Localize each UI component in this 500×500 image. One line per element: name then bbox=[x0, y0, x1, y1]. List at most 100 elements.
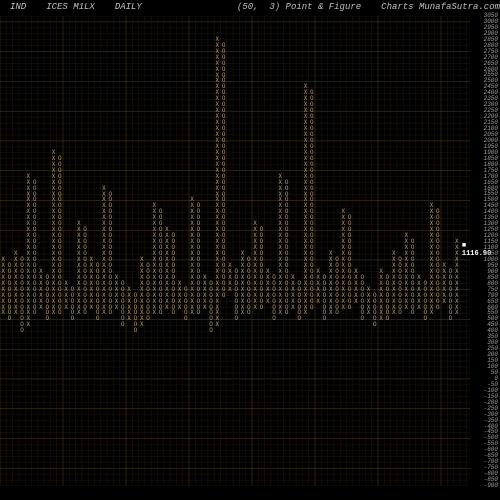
pnf-o: O bbox=[309, 138, 315, 144]
y-tick-label: 3050 bbox=[484, 13, 498, 19]
pnf-o: O bbox=[170, 251, 176, 257]
y-tick-label: -450 bbox=[484, 429, 498, 435]
pnf-o: O bbox=[221, 221, 227, 227]
pnf-o: O bbox=[271, 316, 277, 322]
pnf-o: O bbox=[435, 215, 441, 221]
pnf-x: X bbox=[139, 322, 145, 328]
pnf-o: O bbox=[57, 239, 63, 245]
pnf-o: O bbox=[309, 180, 315, 186]
pnf-o: O bbox=[195, 203, 201, 209]
pnf-o: O bbox=[158, 209, 164, 215]
pnf-o: O bbox=[309, 102, 315, 108]
pnf-o: O bbox=[284, 209, 290, 215]
y-tick-label: 3000 bbox=[484, 19, 498, 25]
pnf-o: O bbox=[32, 209, 38, 215]
y-tick-label: 2700 bbox=[484, 55, 498, 61]
y-tick-label: 1400 bbox=[484, 209, 498, 215]
y-tick-label: 2350 bbox=[484, 96, 498, 102]
y-tick-label: 2500 bbox=[484, 78, 498, 84]
pnf-o: O bbox=[258, 251, 264, 257]
pnf-o: O bbox=[221, 203, 227, 209]
pnf-o: O bbox=[195, 251, 201, 257]
pnf-o: O bbox=[309, 251, 315, 257]
pnf-o: O bbox=[309, 192, 315, 198]
y-tick-label: -600 bbox=[484, 447, 498, 453]
pnf-o: O bbox=[435, 221, 441, 227]
y-tick-label: 2550 bbox=[484, 72, 498, 78]
y-tick-label: 2150 bbox=[484, 120, 498, 126]
y-tick-label: 450 bbox=[487, 322, 498, 328]
y-tick-label: 2300 bbox=[484, 102, 498, 108]
pnf-x: X bbox=[454, 245, 460, 251]
y-tick-label: 200 bbox=[487, 352, 498, 358]
pnf-o: O bbox=[258, 245, 264, 251]
pnf-o: O bbox=[221, 162, 227, 168]
pnf-o: O bbox=[359, 275, 365, 281]
y-tick-label: -400 bbox=[484, 424, 498, 430]
pnf-o: O bbox=[221, 209, 227, 215]
pnf-o: O bbox=[221, 215, 227, 221]
pnf-o: O bbox=[221, 73, 227, 79]
y-tick-label: 2050 bbox=[484, 132, 498, 138]
y-tick-label: 750 bbox=[487, 287, 498, 293]
pnf-o: O bbox=[44, 316, 50, 322]
y-tick-label: 600 bbox=[487, 305, 498, 311]
pnf-o: O bbox=[57, 221, 63, 227]
y-tick-label: 2650 bbox=[484, 61, 498, 67]
pnf-o: O bbox=[284, 192, 290, 198]
y-tick-label: -750 bbox=[484, 465, 498, 471]
pnf-o: O bbox=[221, 114, 227, 120]
y-tick-label: 550 bbox=[487, 310, 498, 316]
y-tick-label: 650 bbox=[487, 299, 498, 305]
pnf-o: O bbox=[221, 96, 227, 102]
pnf-o: O bbox=[347, 245, 353, 251]
pnf-x: X bbox=[454, 310, 460, 316]
pnf-o: O bbox=[284, 251, 290, 257]
y-tick-label: 50 bbox=[491, 370, 498, 376]
pnf-o: O bbox=[57, 215, 63, 221]
y-tick-label: 100 bbox=[487, 364, 498, 370]
pnf-o: O bbox=[195, 209, 201, 215]
pnf-o: O bbox=[284, 221, 290, 227]
pnf-o: O bbox=[32, 221, 38, 227]
pnf-o: O bbox=[221, 102, 227, 108]
pnf-o: O bbox=[82, 227, 88, 233]
y-tick-label: -250 bbox=[484, 406, 498, 412]
y-tick-label: 1050 bbox=[484, 251, 498, 257]
pnf-x: X bbox=[454, 299, 460, 305]
pnf-x: X bbox=[214, 310, 220, 316]
pnf-o: O bbox=[258, 305, 264, 311]
y-tick-label: 250 bbox=[487, 346, 498, 352]
pnf-o: O bbox=[309, 203, 315, 209]
y-tick-label: 1800 bbox=[484, 162, 498, 168]
pnf-o: O bbox=[107, 221, 113, 227]
pnf-o: O bbox=[32, 186, 38, 192]
pnf-o: O bbox=[435, 305, 441, 311]
pnf-x: X bbox=[454, 251, 460, 257]
pnf-o: O bbox=[57, 174, 63, 180]
pnf-o: O bbox=[57, 186, 63, 192]
y-tick-label: 2450 bbox=[484, 84, 498, 90]
pnf-o: O bbox=[221, 251, 227, 257]
pnf-x: X bbox=[214, 299, 220, 305]
y-tick-label: 1100 bbox=[484, 245, 498, 251]
pnf-o: O bbox=[309, 132, 315, 138]
pnf-o: O bbox=[410, 245, 416, 251]
y-tick-label: 150 bbox=[487, 358, 498, 364]
pnf-x: X bbox=[454, 281, 460, 287]
pnf-o: O bbox=[284, 263, 290, 269]
pnf-o: O bbox=[309, 120, 315, 126]
pnf-o: O bbox=[221, 61, 227, 67]
pnf-o: O bbox=[107, 245, 113, 251]
pnf-x: X bbox=[454, 263, 460, 269]
pnf-o: O bbox=[6, 316, 12, 322]
y-tick-label: -850 bbox=[484, 477, 498, 483]
pnf-o: O bbox=[195, 310, 201, 316]
pnf-o: O bbox=[309, 239, 315, 245]
y-tick-label: 500 bbox=[487, 316, 498, 322]
y-tick-label: -700 bbox=[484, 459, 498, 465]
pnf-o: O bbox=[107, 227, 113, 233]
pnf-o: O bbox=[410, 239, 416, 245]
pnf-o: O bbox=[309, 162, 315, 168]
pnf-o: O bbox=[309, 227, 315, 233]
